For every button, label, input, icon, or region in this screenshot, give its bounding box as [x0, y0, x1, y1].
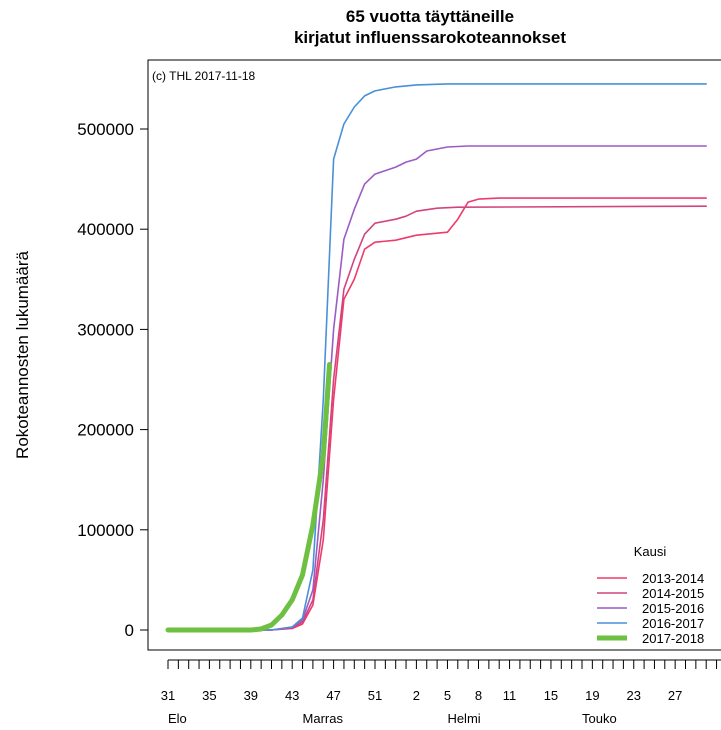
series-line-2016-2017: [167, 83, 707, 631]
y-tick-label: 200000: [77, 421, 134, 440]
x-tick-label: 35: [202, 688, 216, 703]
month-label: Touko: [582, 711, 617, 726]
x-tick-label: 8: [475, 688, 482, 703]
series-line-2017-2018: [165, 362, 332, 633]
legend-label: 2016-2017: [642, 616, 704, 631]
month-label: Marras: [303, 711, 344, 726]
y-axis-label: Rokoteannosten lukumäärä: [13, 251, 32, 459]
legend-label: 2017-2018: [642, 631, 704, 646]
legend-label: 2014-2015: [642, 586, 704, 601]
x-tick-label: 43: [285, 688, 299, 703]
y-tick-label: 300000: [77, 320, 134, 339]
x-tick-label: 23: [627, 688, 641, 703]
chart-title-line-1: 65 vuotta täyttäneille: [345, 7, 515, 26]
x-tick-label: 5: [444, 688, 451, 703]
month-label: Helmi: [447, 711, 480, 726]
y-tick-label: 0: [125, 621, 134, 640]
x-tick-label: 47: [326, 688, 340, 703]
legend-title: Kausi: [634, 544, 667, 559]
series-line-2015-2016: [167, 145, 707, 631]
chart-title-line-2: kirjatut influenssarokoteannokset: [293, 28, 567, 47]
legend: Kausi 2013-20142014-20152015-20162016-20…: [597, 544, 704, 646]
x-axis: 31 35 39 43 47 51 2 5 8 11 15 19 23 27 Elo Marras Helmi T…: [161, 659, 721, 726]
y-tick-label: 500000: [77, 120, 134, 139]
plot-frame: [147, 59, 721, 651]
x-tick-label: 19: [585, 688, 599, 703]
y-axis: 0 100000 200000 300000 400000 500000: [77, 120, 148, 640]
x-tick-label: 15: [544, 688, 558, 703]
legend-label: 2015-2016: [642, 601, 704, 616]
month-label: Elo: [168, 711, 187, 726]
y-tick-label: 400000: [77, 220, 134, 239]
legend-label: 2013-2014: [642, 571, 704, 586]
x-tick-label: 31: [161, 688, 175, 703]
x-tick-label: 51: [368, 688, 382, 703]
series-line-2014-2015: [167, 205, 707, 631]
series-line-2013-2014: [167, 197, 707, 631]
x-tick-label: 27: [668, 688, 682, 703]
y-tick-label: 100000: [77, 521, 134, 540]
copyright-label: (c) THL 2017-11-18: [152, 69, 255, 83]
x-tick-label: 39: [244, 688, 258, 703]
plot-lines: [165, 83, 707, 633]
x-tick-label: 2: [413, 688, 420, 703]
chart-title: 65 vuotta täyttäneille kirjatut influens…: [140, 6, 720, 48]
x-tick-label: 11: [503, 688, 517, 703]
